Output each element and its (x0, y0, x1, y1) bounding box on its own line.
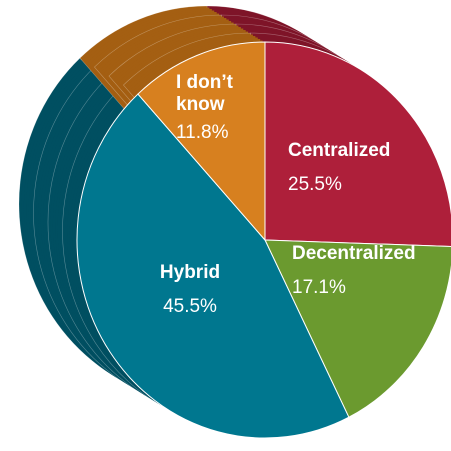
value-label: 45.5% (163, 296, 217, 317)
category-name: Hybrid (159, 262, 221, 283)
slice (137, 41, 266, 242)
slice-label: I don’t know 11.8% (176, 72, 256, 144)
slice (76, 93, 350, 439)
value-label: 11.8% (176, 122, 229, 143)
category-name: Decentralized (292, 243, 416, 264)
slice-label: Centralized 25.5% (288, 140, 428, 196)
slice-label: Hybrid 45.5% (140, 262, 240, 318)
slice-label: Decentralized 17.1% (292, 243, 451, 299)
value-label: 17.1% (292, 277, 346, 298)
category-name: Centralized (288, 140, 391, 161)
slice (264, 239, 451, 418)
value-label: 25.5% (288, 174, 342, 195)
category-name: I don’t know (176, 72, 233, 115)
